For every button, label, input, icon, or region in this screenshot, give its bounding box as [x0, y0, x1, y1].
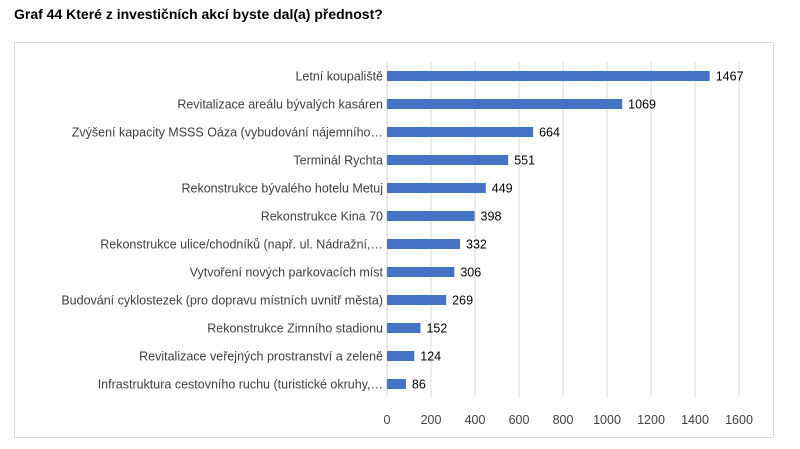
bar	[387, 351, 415, 361]
bar	[387, 99, 623, 109]
category-label: Rekonstrukce bývalého hotelu Metuj	[181, 182, 383, 196]
x-tick-label: 600	[509, 413, 530, 427]
category-label: Infrastruktura cestovního ruchu (turisti…	[98, 378, 383, 392]
bar	[387, 211, 475, 221]
x-tick-label: 1200	[637, 413, 665, 427]
category-label: Revitalizace veřejných prostranství a ze…	[139, 350, 383, 364]
value-label: 152	[426, 322, 447, 336]
bar	[387, 71, 710, 81]
value-label: 269	[452, 294, 473, 308]
category-label: Vytvoření nových parkovacích míst	[190, 266, 384, 280]
value-label: 306	[460, 266, 481, 280]
bar	[387, 183, 486, 193]
bar	[387, 267, 455, 277]
category-label: Budování cyklostezek (pro dopravu místní…	[61, 294, 383, 308]
bar	[387, 155, 509, 165]
bar	[387, 323, 421, 333]
value-label: 124	[420, 350, 441, 364]
x-tick-label: 1000	[593, 413, 621, 427]
value-label: 664	[539, 126, 560, 140]
value-label: 551	[514, 154, 535, 168]
value-label: 398	[481, 210, 502, 224]
chart-title: Graf 44 Které z investičních akcí byste …	[14, 6, 383, 22]
category-label: Letní koupaliště	[295, 70, 383, 84]
category-label: Rekonstrukce ulice/chodníků (např. ul. N…	[100, 238, 383, 252]
value-label: 449	[492, 182, 513, 196]
value-label: 1467	[716, 70, 744, 84]
bar	[387, 379, 406, 389]
x-tick-label: 200	[421, 413, 442, 427]
value-label: 332	[466, 238, 487, 252]
x-tick-label: 400	[465, 413, 486, 427]
category-label: Rekonstrukce Kina 70	[261, 210, 383, 224]
category-label: Rekonstrukce Zimního stadionu	[207, 322, 383, 336]
x-tick-label: 1600	[725, 413, 753, 427]
x-tick-label: 0	[384, 413, 391, 427]
x-tick-label: 1400	[681, 413, 709, 427]
chart-frame	[14, 42, 774, 438]
category-label: Terminál Rychta	[293, 154, 383, 168]
value-label: 1069	[628, 98, 656, 112]
category-label: Zvýšení kapacity MSSS Oáza (vybudování n…	[72, 126, 383, 140]
bar	[387, 295, 447, 305]
category-label: Revitalizace areálu bývalých kasáren	[177, 98, 383, 112]
x-tick-label: 800	[553, 413, 574, 427]
bar	[387, 127, 534, 137]
bar	[387, 239, 461, 249]
value-label: 86	[412, 378, 426, 392]
